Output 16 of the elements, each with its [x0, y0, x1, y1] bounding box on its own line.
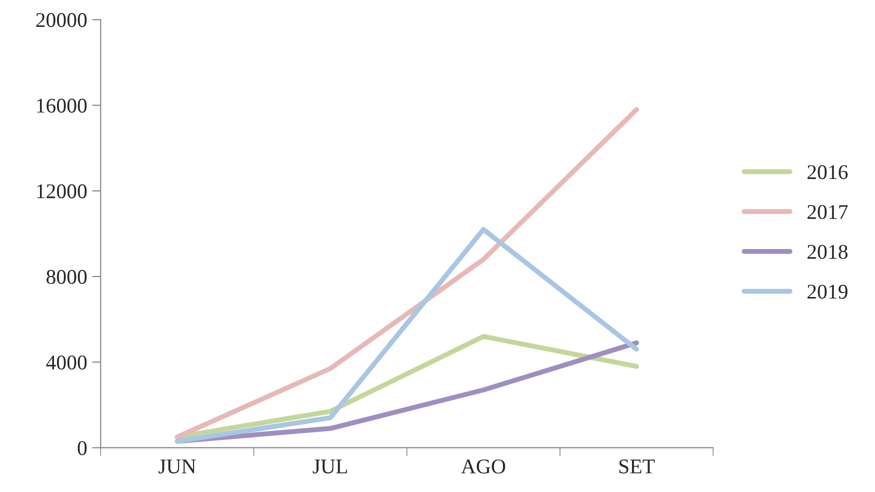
y-tick-label: 20000	[36, 13, 87, 28]
legend-label: 2019	[808, 284, 848, 299]
y-tick-label: 8000	[46, 270, 87, 284]
legend-label: 2016	[808, 165, 848, 180]
legend-label: 2018	[808, 244, 848, 259]
y-tick-label: 0	[78, 441, 87, 456]
y-tick-label: 16000	[37, 98, 87, 113]
legend-label: 2017	[808, 204, 848, 220]
line-series	[174, 107, 639, 440]
line-series	[174, 226, 639, 444]
x-tick-label: JUL	[312, 460, 347, 474]
x-tick-label: SET	[619, 459, 655, 474]
y-tick-label: 12000	[37, 184, 87, 198]
x-tick-label: JUN	[158, 460, 196, 474]
x-tick-label: AGO	[461, 459, 506, 474]
y-tick-label: 4000	[46, 355, 87, 370]
